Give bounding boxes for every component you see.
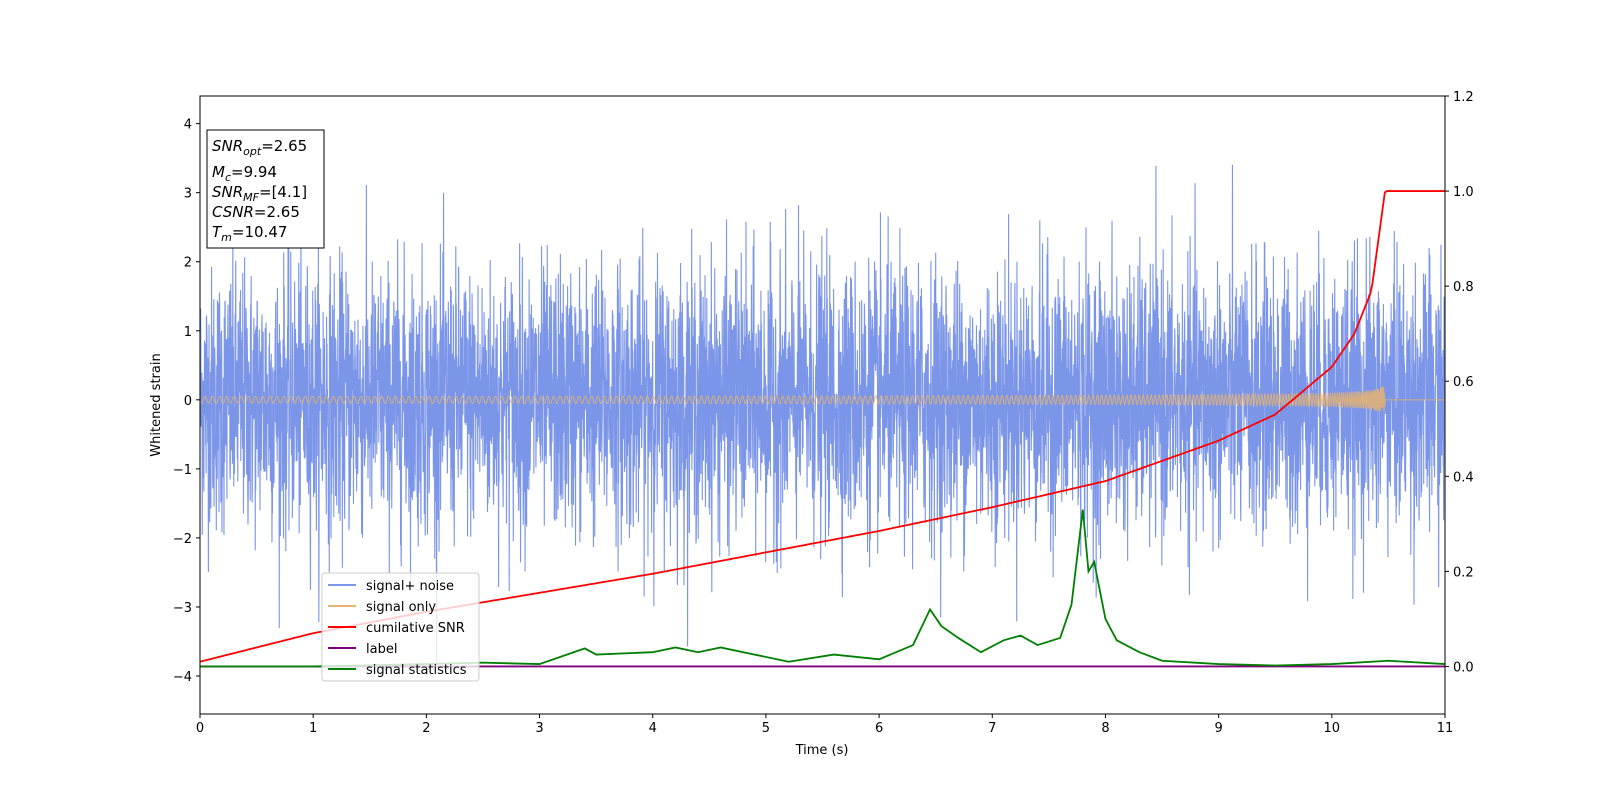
y-tick-label-left: −3	[173, 601, 192, 616]
series-signal-statistics	[200, 509, 1445, 668]
y-axis-label: Whitened strain	[149, 353, 164, 456]
info-box-frame	[206, 129, 325, 249]
y-tick-label-right: 0.4	[1453, 470, 1474, 485]
y-tick-label-left: −4	[173, 670, 192, 685]
info-mc: Mc=9.94	[212, 163, 277, 184]
y-tick-label-left: 2	[184, 256, 192, 271]
x-tick-label: 6	[875, 721, 883, 736]
y-axis-right: 1.2 1.0 0.8 0.6 0.4 0.2 0.0	[1445, 90, 1474, 675]
y-tick-label-right: 1.0	[1453, 185, 1474, 200]
y-tick-label-right: 0.6	[1453, 375, 1474, 390]
y-axis-left: 4 3 2 1 0 −1 −2 −3 −4	[173, 118, 200, 685]
x-tick-label: 2	[422, 721, 430, 736]
y-tick-label-left: 4	[184, 118, 192, 133]
legend: signal+ noise signal only cumilative SNR la…	[321, 572, 480, 682]
x-tick-label: 10	[1324, 721, 1341, 736]
x-axis: 0 1 2 3 4 5 6 7 8 9 10 11	[196, 714, 1453, 736]
info-snr-opt: SNRopt=2.65	[212, 137, 307, 158]
x-tick-label: 7	[988, 721, 996, 736]
y-tick-label-right: 0.2	[1453, 565, 1474, 580]
legend-label: cumilative SNR	[366, 621, 465, 636]
y-tick-label-left: 3	[184, 187, 192, 202]
x-tick-label: 4	[649, 721, 657, 736]
info-tm: Tm=10.47	[212, 223, 287, 244]
info-snr-mf: SNRMF=[4.1]	[212, 183, 307, 204]
x-tick-label: 11	[1437, 721, 1454, 736]
x-tick-label: 9	[1214, 721, 1222, 736]
y-tick-label-right: 0.0	[1453, 660, 1474, 675]
legend-label: signal statistics	[366, 663, 467, 678]
series-signal-only	[200, 386, 1445, 413]
x-tick-label: 5	[762, 721, 770, 736]
y-tick-label-right: 1.2	[1453, 90, 1474, 105]
x-tick-label: 8	[1101, 721, 1109, 736]
x-tick-label: 3	[535, 721, 543, 736]
y-tick-label-left: 0	[184, 394, 192, 409]
legend-label: signal+ noise	[366, 579, 454, 594]
x-tick-label: 1	[309, 721, 317, 736]
y-tick-label-right: 0.8	[1453, 280, 1474, 295]
legend-label: label	[366, 642, 397, 657]
y-tick-label-left: −1	[173, 463, 192, 478]
series-signal-noise	[200, 164, 1445, 663]
y-tick-label-left: 1	[184, 325, 192, 340]
axes-frame	[199, 95, 1446, 715]
info-box: SNRopt=2.65 Mc=9.94 SNRMF=[4.1] CSNR=2.6…	[206, 129, 325, 249]
legend-label: signal only	[366, 600, 436, 615]
legend-frame	[321, 572, 480, 682]
x-tick-label: 0	[196, 721, 204, 736]
x-axis-label: Time (s)	[795, 743, 849, 758]
y-tick-label-left: −2	[173, 532, 192, 547]
info-csnr: CSNR=2.65	[212, 203, 300, 221]
